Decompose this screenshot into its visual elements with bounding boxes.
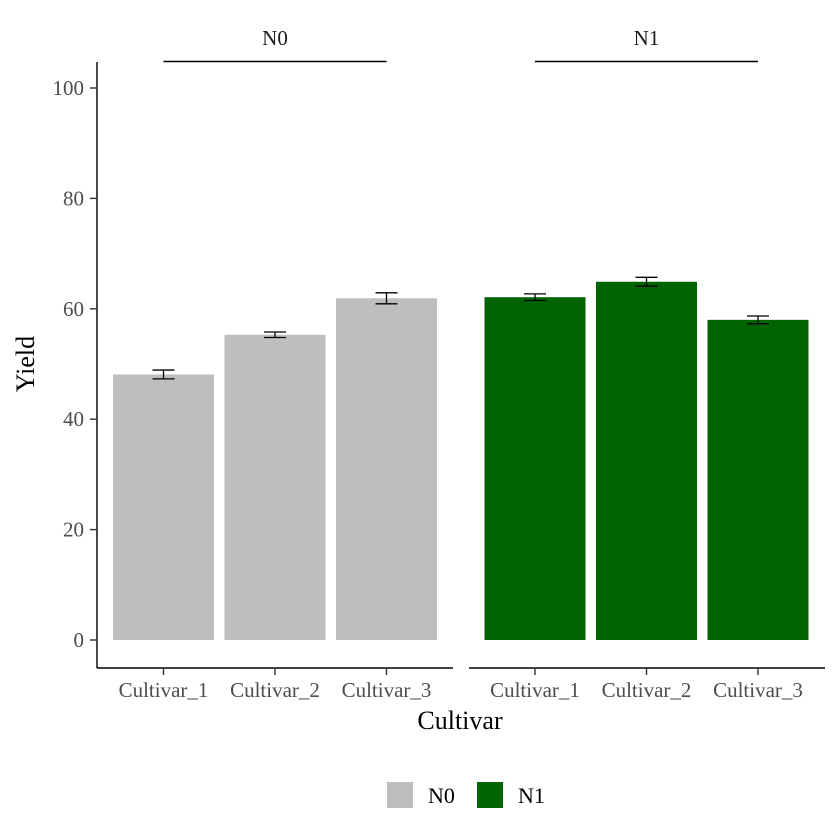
legend-item-N0: N0 bbox=[387, 782, 455, 808]
y-tick-label: 80 bbox=[63, 186, 84, 210]
y-axis-title: Yield bbox=[11, 336, 40, 392]
legend: N0 N1 bbox=[387, 782, 545, 808]
error-bar bbox=[635, 276, 658, 287]
facet-panel-N1: N1 Cultivar_1 Cultivar_2 Cultivar_3 bbox=[469, 26, 825, 702]
bar bbox=[596, 281, 697, 640]
x-tick-label: Cultivar_3 bbox=[342, 678, 432, 702]
error-bar bbox=[264, 331, 286, 339]
bar bbox=[484, 297, 586, 640]
error-bar bbox=[524, 293, 546, 302]
y-axis: 0 20 40 60 80 100 bbox=[53, 62, 98, 668]
x-tick-label: Cultivar_2 bbox=[230, 678, 320, 702]
facet-panels: N0 Cultivar_1 Cultivar_2 Cultivar_3 N1 Cultiv… bbox=[97, 26, 825, 702]
legend-label: N0 bbox=[428, 783, 455, 808]
error-bar bbox=[747, 315, 769, 325]
bar bbox=[707, 319, 809, 640]
legend-swatch bbox=[477, 782, 503, 808]
x-tick-label: Cultivar_1 bbox=[119, 678, 209, 702]
y-tick-label: 100 bbox=[53, 76, 85, 100]
error-bar bbox=[375, 292, 398, 305]
legend-swatch bbox=[387, 782, 413, 808]
legend-item-N1: N1 bbox=[477, 782, 545, 808]
x-tick-label: Cultivar_2 bbox=[602, 678, 692, 702]
x-tick-label: Cultivar_1 bbox=[490, 678, 580, 702]
facet-label: N1 bbox=[634, 26, 660, 50]
bar bbox=[224, 334, 326, 640]
y-tick-label: 20 bbox=[63, 518, 84, 542]
facet-label: N0 bbox=[262, 26, 288, 50]
facet-panel-N0: N0 Cultivar_1 Cultivar_2 Cultivar_3 bbox=[97, 26, 453, 702]
x-tick-label: Cultivar_3 bbox=[713, 678, 803, 702]
y-tick-label: 40 bbox=[63, 407, 84, 431]
legend-label: N1 bbox=[518, 783, 545, 808]
bar bbox=[336, 298, 437, 640]
y-tick-label: 60 bbox=[63, 297, 84, 321]
bar bbox=[113, 374, 214, 640]
y-tick-label: 0 bbox=[74, 628, 85, 652]
error-bar bbox=[152, 369, 175, 380]
x-axis-title: Cultivar bbox=[417, 706, 503, 735]
